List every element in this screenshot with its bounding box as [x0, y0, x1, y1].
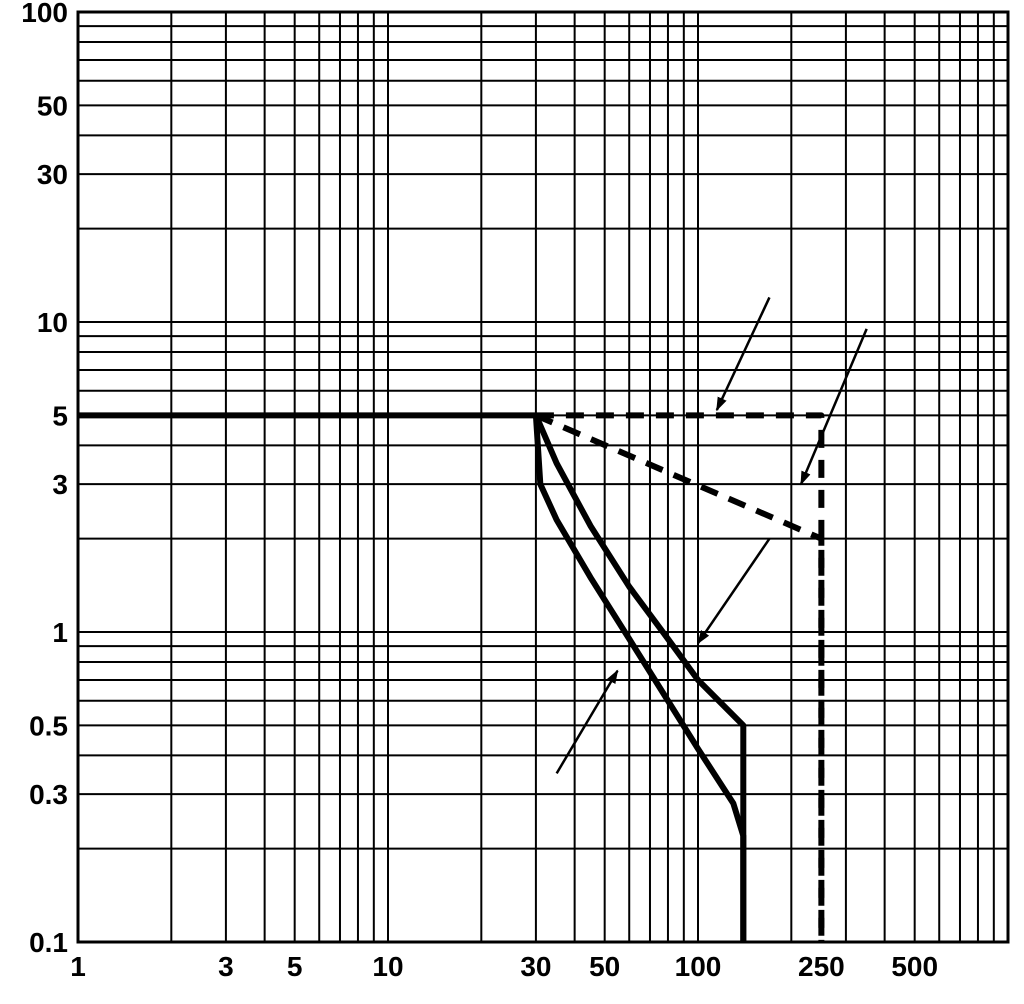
y-tick-label: 100 — [21, 0, 68, 28]
y-tick-label: 0.1 — [29, 927, 68, 958]
x-tick-label: 1 — [70, 951, 86, 982]
x-tick-label: 30 — [520, 951, 551, 982]
y-tick-label: 50 — [37, 90, 68, 121]
x-tick-label: 5 — [287, 951, 303, 982]
x-tick-label: 10 — [372, 951, 403, 982]
x-tick-label: 500 — [891, 951, 938, 982]
x-tick-label: 250 — [798, 951, 845, 982]
y-tick-label: 0.5 — [29, 710, 68, 741]
y-tick-label: 0.3 — [29, 779, 68, 810]
x-tick-label: 100 — [675, 951, 722, 982]
y-tick-label: 3 — [52, 469, 68, 500]
x-tick-label: 3 — [218, 951, 234, 982]
x-tick-label: 50 — [589, 951, 620, 982]
y-tick-label: 10 — [37, 307, 68, 338]
y-tick-label: 5 — [52, 400, 68, 431]
loglog-chart: 1 3 5 10 30 50 100 250 500 0.1 0.3 0.5 1 3 5 10 30 50 100 — [0, 0, 1024, 1004]
y-tick-label: 1 — [52, 617, 68, 648]
y-tick-label: 30 — [37, 159, 68, 190]
